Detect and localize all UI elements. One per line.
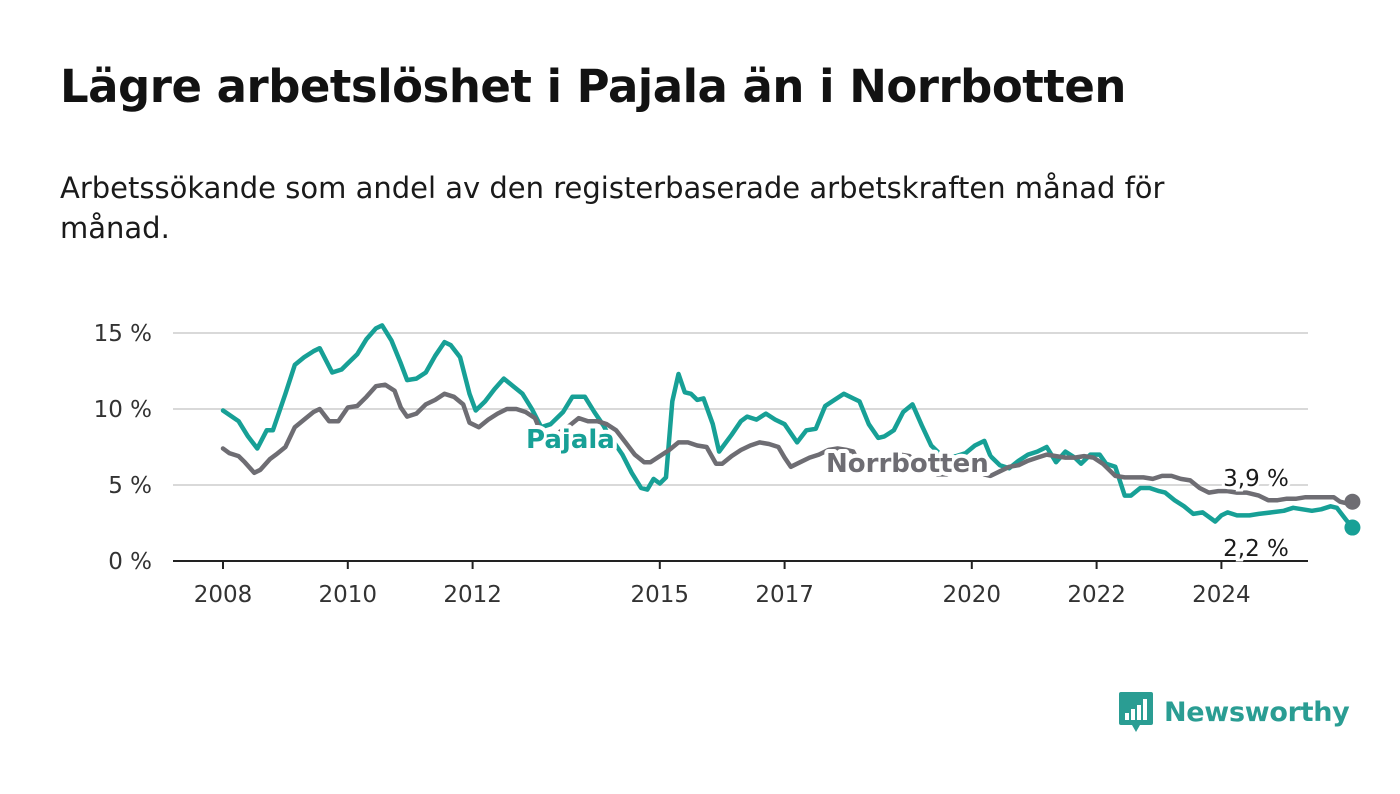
series-lines: [220, 323, 1361, 536]
chart-subtitle: Arbetssökande som andel av den registerb…: [60, 171, 1165, 245]
x-tick-label: 2022: [1067, 582, 1126, 608]
y-tick-label: 0 %: [108, 549, 152, 575]
x-tick-label: 2010: [319, 582, 378, 608]
series-label-pajala: Pajala: [526, 425, 615, 455]
end-point-norrbotten: [1344, 493, 1361, 510]
x-tick-label: 2024: [1192, 582, 1251, 608]
x-axis: 2008 2010 2012 2015 2017 2020 2022 2024: [173, 560, 1308, 608]
chart-title: Lägre arbetslöshet i Pajala än i Norrbot…: [60, 60, 1126, 113]
newsworthy-logo: Newsworthy: [1118, 690, 1350, 734]
y-tick-label: 5 %: [108, 473, 152, 499]
y-axis: 0 % 5 % 10 % 15 %: [94, 321, 152, 575]
series-line-norrbotten: [220, 382, 1355, 506]
y-tick-label: 15 %: [94, 321, 152, 347]
x-tick-label: 2017: [755, 582, 814, 608]
x-tick-label: 2008: [194, 582, 253, 608]
y-tick-label: 10 %: [94, 397, 152, 423]
end-value-label-pajala: 2,2 %: [1223, 536, 1289, 562]
grid-lines: [173, 332, 1308, 486]
series-labels: Pajala Norrbotten 3,9 % 2,2 %: [522, 421, 1292, 565]
bar-chart-speech-bubble-icon: [1119, 692, 1153, 732]
series-line-pajala: [220, 323, 1355, 530]
x-tick-label: 2015: [631, 582, 690, 608]
x-tick-label: 2012: [443, 582, 502, 608]
x-tick-label: 2020: [943, 582, 1002, 608]
series-label-norrbotten: Norrbotten: [826, 449, 989, 479]
end-point-pajala: [1344, 519, 1361, 536]
end-value-label-norrbotten: 3,9 %: [1223, 466, 1289, 492]
brand-name: Newsworthy: [1164, 696, 1350, 728]
